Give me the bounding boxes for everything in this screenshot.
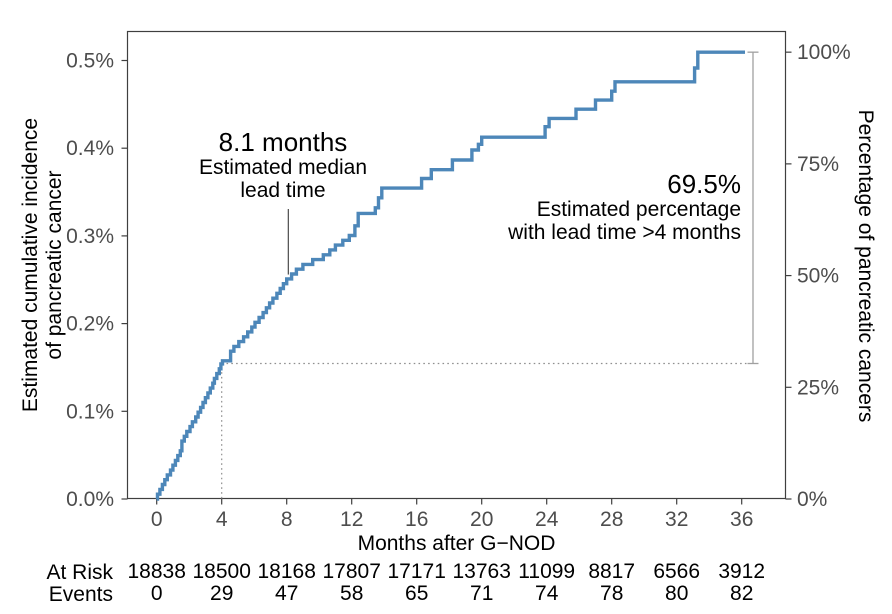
y-axis-right-tick-label: 0% (797, 488, 827, 511)
x-axis-tick-label: 0 (151, 508, 163, 531)
median-lead-time-value: 8.1 months (218, 127, 348, 157)
events-value: 82 (730, 582, 753, 605)
median-lead-time-annotation: 8.1 months Estimated median lead time (143, 128, 423, 202)
at-risk-value: 13763 (452, 560, 510, 583)
x-axis-tick-label: 4 (216, 508, 228, 531)
events-value: 0 (151, 582, 163, 605)
at-risk-value: 3912 (718, 560, 765, 583)
y-axis-right-tick-label: 75% (797, 153, 839, 176)
x-axis-tick-label: 36 (730, 508, 753, 531)
at-risk-row-label: At Risk (46, 561, 113, 584)
x-axis-tick-label: 24 (535, 508, 559, 531)
y-axis-left-tick-label: 0.5% (66, 50, 114, 73)
at-risk-value: 18500 (192, 560, 250, 583)
y-axis-right-tick-label: 100% (797, 41, 851, 64)
left-axis-title: Estimated cumulative incidence of pancre… (19, 30, 67, 500)
events-value: 47 (275, 582, 298, 605)
lead-time-percentage-annotation: 69.5% Estimated percentage with lead tim… (441, 170, 741, 244)
x-axis-tick-label: 12 (340, 508, 363, 531)
events-value: 74 (535, 582, 559, 605)
lead-time-percentage-caption-line1: Estimated percentage (536, 198, 741, 221)
median-lead-time-caption-line1: Estimated median (198, 156, 368, 179)
y-axis-right-tick-label: 50% (797, 265, 839, 288)
x-axis-tick-label: 20 (470, 508, 493, 531)
at-risk-value: 11099 (518, 560, 575, 583)
at-risk-value: 17171 (387, 560, 445, 583)
y-axis-right-tick-label: 25% (797, 376, 839, 399)
x-axis-tick-label: 8 (281, 508, 293, 531)
median-lead-time-caption-line2: lead time (240, 179, 326, 202)
lead-time-percentage-value: 69.5% (667, 169, 741, 199)
at-risk-value: 6566 (653, 560, 700, 583)
at-risk-value: 17807 (322, 560, 380, 583)
x-axis-tick-label: 16 (405, 508, 428, 531)
y-axis-left-tick-label: 0.3% (66, 225, 114, 248)
cumulative-incidence-curve (155, 50, 745, 501)
plot-panel-border (126, 30, 787, 500)
events-value: 80 (665, 582, 688, 605)
at-risk-value: 8817 (588, 560, 635, 583)
y-axis-left-tick-label: 0.1% (66, 400, 114, 423)
events-row-label: Events (48, 583, 113, 606)
right-axis-title: Percentage of pancreatic cancers (854, 109, 877, 423)
events-value: 71 (470, 582, 493, 605)
events-value: 65 (405, 582, 428, 605)
lead-time-percentage-caption-line2: with lead time >4 months (508, 221, 741, 244)
at-risk-value: 18168 (257, 560, 315, 583)
y-axis-left-tick-label: 0.0% (66, 488, 114, 511)
events-value: 58 (340, 582, 363, 605)
x-axis-title: Months after G−NOD (357, 532, 556, 555)
y-axis-left-tick-label: 0.4% (66, 137, 114, 160)
left-axis-title-line2: of pancreatic cancer (43, 170, 66, 360)
x-axis-tick-label: 32 (665, 508, 688, 531)
x-axis-tick-label: 28 (600, 508, 623, 531)
events-value: 29 (210, 582, 233, 605)
y-axis-left-tick-label: 0.2% (66, 313, 114, 336)
events-value: 78 (600, 582, 623, 605)
at-risk-value: 18838 (127, 560, 185, 583)
left-axis-title-line1: Estimated cumulative incidence (19, 117, 42, 413)
